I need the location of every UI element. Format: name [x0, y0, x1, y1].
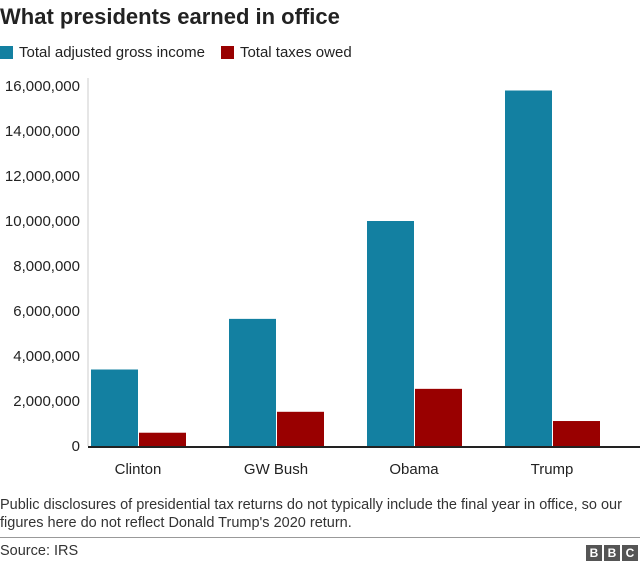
bar-taxes-clinton	[139, 432, 186, 446]
bar-taxes-gw-bush	[277, 411, 324, 446]
x-tick-label: GW Bush	[244, 461, 308, 478]
legend-label-taxes: Total taxes owed	[239, 44, 352, 61]
y-tick-label: 0	[72, 438, 80, 455]
y-tick-label: 2,000,000	[13, 393, 80, 410]
chart-title: What presidents earned in office	[0, 4, 340, 29]
y-tick-label: 16,000,000	[5, 78, 80, 95]
source: Source: IRS	[0, 543, 79, 559]
bar-taxes-trump	[553, 421, 600, 446]
x-tick-label: Obama	[389, 461, 439, 478]
y-tick-label: 4,000,000	[13, 348, 80, 365]
footnote: Public disclosures of presidential tax r…	[0, 497, 622, 531]
legend-label-income: Total adjusted gross income	[19, 44, 205, 61]
divider	[0, 537, 640, 538]
y-tick-label: 6,000,000	[13, 303, 80, 320]
y-tick-label: 12,000,000	[5, 168, 80, 185]
legend-item-income: Total adjusted gross income	[0, 44, 205, 61]
bar-taxes-obama	[415, 388, 462, 446]
bar-income-obama	[367, 221, 414, 446]
legend: Total adjusted gross income Total taxes …	[0, 44, 368, 61]
y-tick-label: 8,000,000	[13, 258, 80, 275]
x-tick-label: Trump	[531, 461, 574, 478]
x-tick-label: Clinton	[115, 461, 162, 478]
bar-income-trump	[505, 90, 552, 446]
legend-swatch-taxes	[220, 46, 234, 59]
legend-item-taxes: Total taxes owed	[220, 44, 352, 61]
y-tick-label: 14,000,000	[5, 123, 80, 140]
plot-area: 0 2,000,000 4,000,000 6,000,000 8,000,000 10,…	[5, 78, 640, 478]
legend-swatch-income	[0, 46, 13, 59]
bar-income-gw-bush	[229, 318, 276, 446]
bar-income-clinton	[91, 369, 138, 446]
y-tick-label: 10,000,000	[5, 213, 80, 230]
